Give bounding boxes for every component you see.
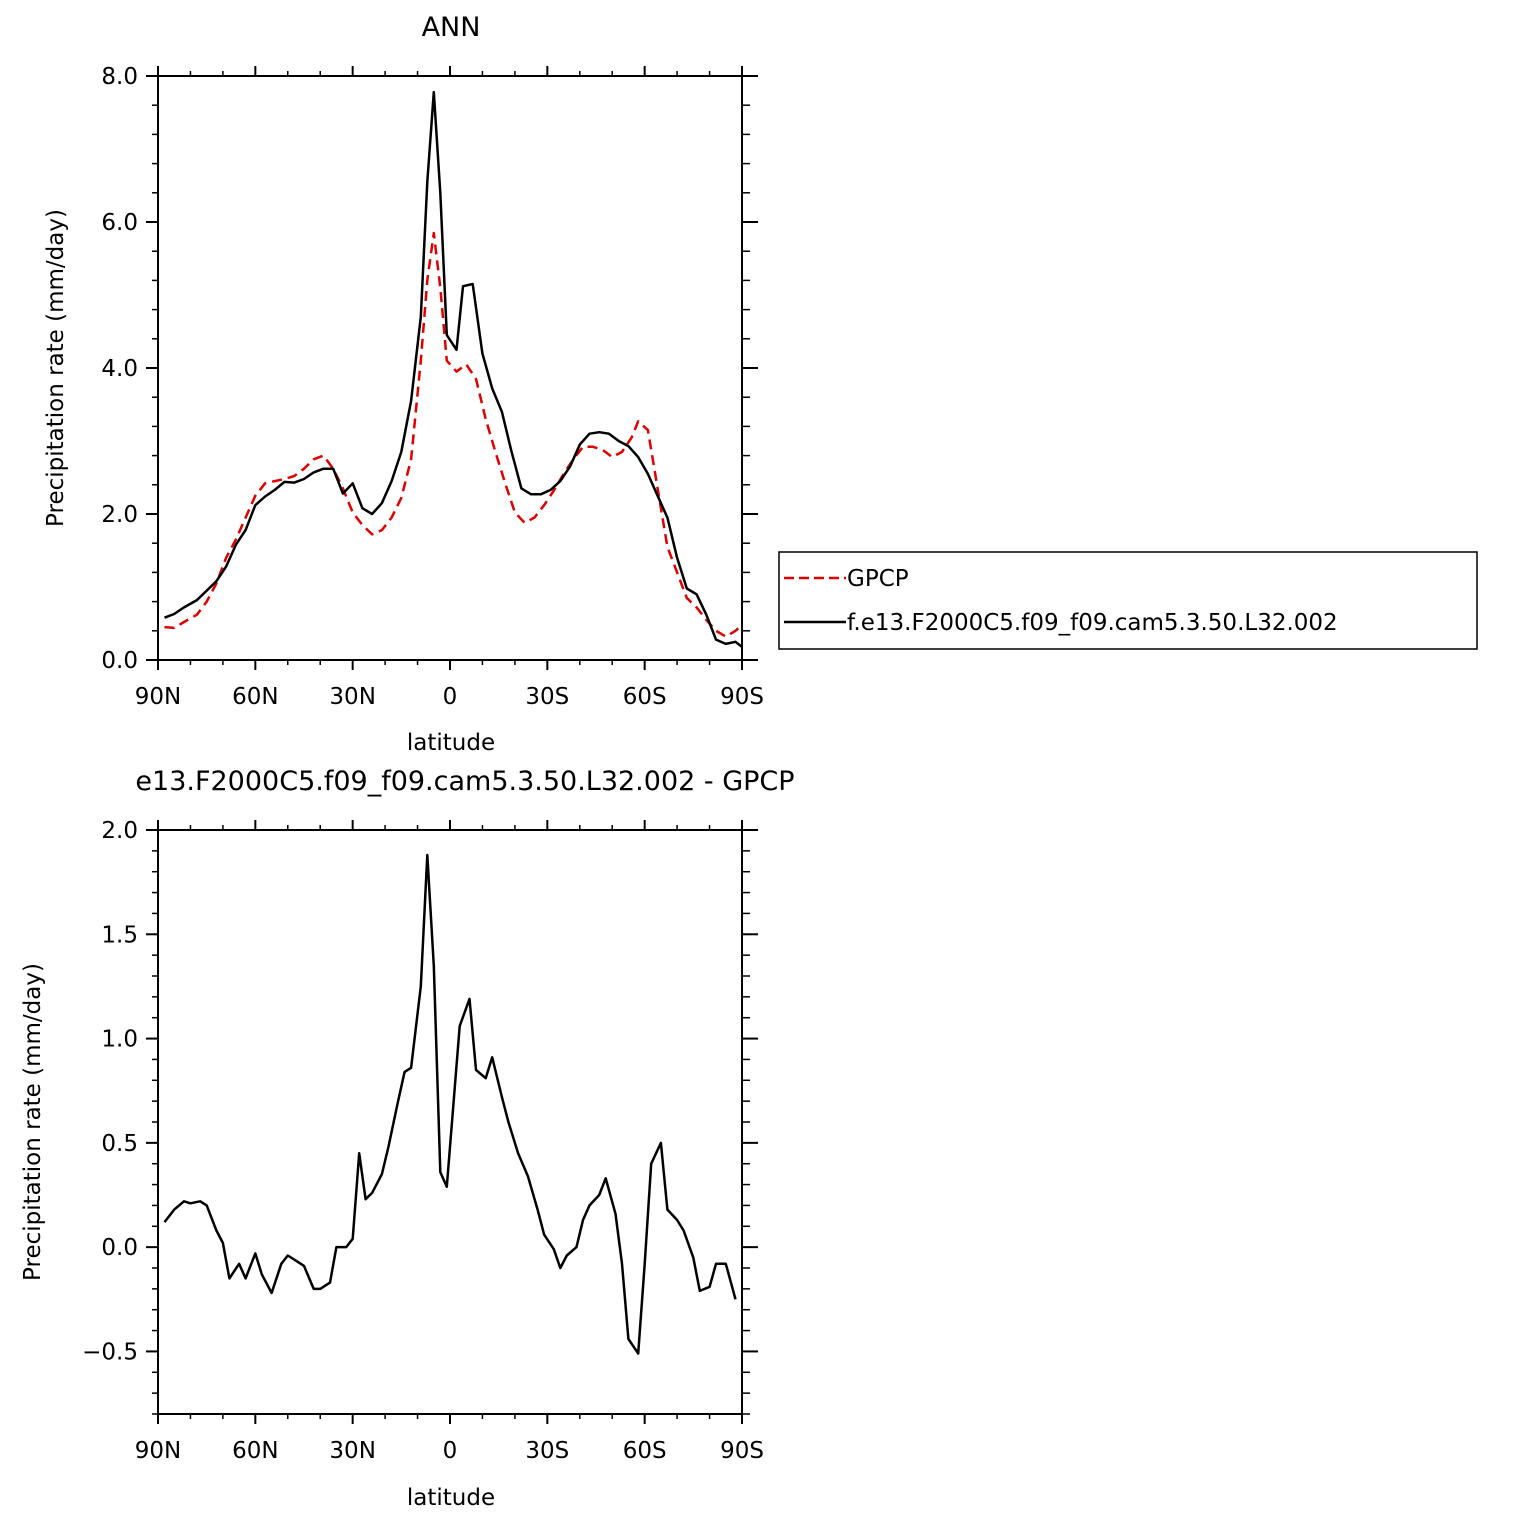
bottom-x-tick-label: 60N: [232, 1438, 278, 1464]
top-series-line-0: [164, 231, 743, 638]
bottom-x-tick-label: 30N: [329, 1438, 375, 1464]
top-ticks: 90N 60N 30N 0 30S 60S 90S 0.0 2.0 4.0 6.0 8.0: [101, 64, 764, 710]
top-x-tick-label: 0: [443, 684, 458, 710]
top-x-tick-label: 30N: [329, 684, 375, 710]
legend-label-model: f.e13.F2000C5.f09_f09.cam5.3.50.L32.002: [847, 610, 1338, 636]
bottom-x-tick-label: 60S: [623, 1438, 667, 1464]
bottom-ticks: 90N 60N 30N 0 30S 60S 90S −0.5 0.0 0.5 1.0 1.5 2.0: [82, 818, 764, 1464]
legend: GPCP f.e13.F2000C5.f09_f09.cam5.3.50.L32…: [778, 551, 1478, 650]
bottom-y-tick-label: 1.5: [101, 922, 138, 948]
bottom-series-group: [163, 853, 737, 1355]
bottom-y-axis-title: Precipitation rate (mm/day): [20, 963, 46, 1281]
bottom-y-tick-label: 0.5: [101, 1131, 138, 1157]
top-y-tick-label: 8.0: [101, 64, 138, 90]
bottom-plot-frame: [157, 829, 743, 1415]
bottom-chart-title: e13.F2000C5.f09_f09.cam5.3.50.L32.002 - …: [135, 766, 794, 797]
bottom-x-tick-label: 0: [443, 1438, 458, 1464]
bottom-y-tick-label: 2.0: [101, 818, 138, 844]
top-x-tick-label: 60S: [623, 684, 667, 710]
bottom-x-tick-label: 30S: [525, 1438, 569, 1464]
top-series-group: [164, 90, 743, 648]
top-panel: ANN 90N 60N 30N 0 30S 60S 90S 0.0 2.0 4.0 6.0 8.0 l…: [43, 12, 764, 756]
top-x-tick-label: 90N: [135, 684, 181, 710]
bottom-x-axis-title: latitude: [407, 1485, 495, 1511]
legend-box: [778, 551, 1478, 650]
top-y-tick-label: 2.0: [101, 502, 138, 528]
top-chart-title: ANN: [422, 12, 481, 43]
bottom-x-tick-label: 90S: [720, 1438, 764, 1464]
bottom-x-tick-label: 90N: [135, 1438, 181, 1464]
top-x-tick-label: 30S: [525, 684, 569, 710]
top-x-tick-label: 60N: [232, 684, 278, 710]
bottom-panel: e13.F2000C5.f09_f09.cam5.3.50.L32.002 - …: [20, 766, 795, 1511]
top-y-axis-title: Precipitation rate (mm/day): [43, 209, 69, 527]
top-y-tick-label: 0.0: [101, 648, 138, 674]
bottom-y-tick-label: 0.0: [101, 1235, 138, 1261]
bottom-y-tick-label: −0.5: [82, 1339, 138, 1365]
top-series-line-1: [164, 90, 743, 648]
top-y-tick-label: 4.0: [101, 356, 138, 382]
legend-label-gpcp: GPCP: [847, 566, 909, 592]
top-plot-frame: [157, 75, 743, 661]
bottom-series-line-0: [163, 853, 737, 1355]
top-x-tick-label: 90S: [720, 684, 764, 710]
top-x-axis-title: latitude: [407, 730, 495, 756]
bottom-y-tick-label: 1.0: [101, 1027, 138, 1053]
top-y-tick-label: 6.0: [101, 210, 138, 236]
